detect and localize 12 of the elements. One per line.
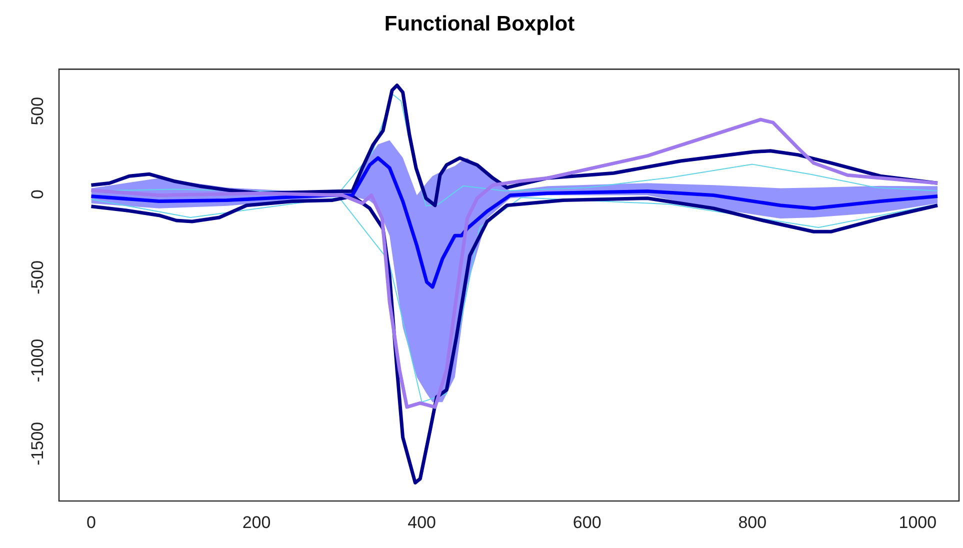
x-tick-label: 200 (242, 512, 271, 532)
chart-title: Functional Boxplot (384, 12, 575, 36)
y-tick-label: -1000 (28, 338, 48, 382)
y-tick-label: 500 (28, 96, 48, 126)
x-tick-label: 1000 (898, 512, 937, 532)
y-tick-label: -500 (28, 260, 48, 294)
x-tick-label: 0 (86, 512, 96, 532)
x-tick-label: 400 (408, 512, 436, 532)
y-tick-label: 0 (28, 190, 48, 199)
x-tick-label: 600 (572, 512, 602, 532)
x-tick-label: 800 (738, 512, 767, 532)
y-tick-label: -1500 (28, 422, 48, 466)
